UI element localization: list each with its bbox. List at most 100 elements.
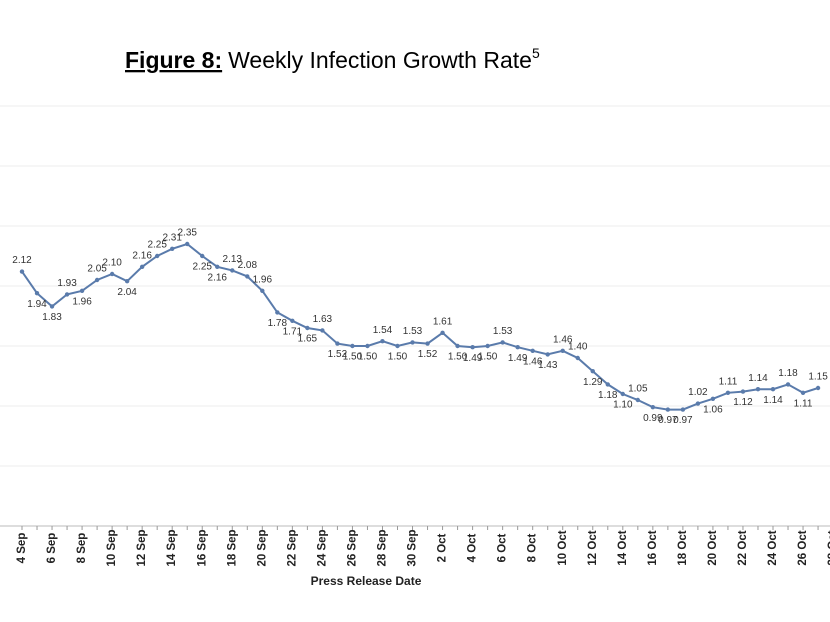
point [470, 345, 475, 350]
data-label: 1.43 [538, 360, 558, 371]
data-label: 1.52 [328, 349, 348, 360]
x-tick-label: 8 Sep [76, 533, 88, 564]
data-label: 1.71 [283, 326, 303, 337]
data-label: 1.50 [343, 352, 363, 363]
data-label: 1.18 [778, 368, 798, 379]
data-label: 1.53 [493, 326, 513, 337]
point [275, 310, 280, 315]
x-tick-label: 24 Sep [316, 529, 328, 566]
data-label: 1.53 [403, 326, 423, 337]
point [575, 355, 580, 361]
data-label: 2.25 [193, 262, 213, 273]
point [170, 246, 175, 251]
data-label: 1.11 [794, 398, 813, 409]
data-label: 1.29 [583, 377, 603, 388]
point [245, 274, 250, 279]
point [109, 271, 115, 277]
data-label: 1.46 [553, 334, 573, 345]
data-label: 1.18 [598, 390, 618, 401]
x-tick-label: 20 Oct [707, 530, 719, 565]
data-label: 0.97 [673, 415, 693, 426]
point [154, 253, 160, 259]
point [320, 328, 325, 333]
data-label: 2.35 [177, 228, 197, 239]
point [710, 396, 716, 401]
point [425, 341, 430, 346]
point [650, 405, 656, 410]
data-label: 1.50 [448, 352, 468, 363]
data-label: 2.25 [147, 240, 167, 251]
x-tick-label: 22 Sep [286, 529, 298, 566]
data-label: 1.96 [253, 274, 273, 285]
point [350, 343, 355, 349]
data-label: 1.63 [313, 314, 333, 325]
title-footnote: 5 [532, 45, 540, 61]
data-label: 1.52 [418, 349, 438, 360]
x-tick-label: 10 Sep [106, 529, 118, 566]
x-tick-label: 6 Oct [497, 533, 509, 562]
point [545, 352, 550, 357]
x-tick-label: 26 Sep [346, 529, 358, 566]
data-label: 1.65 [298, 334, 318, 345]
point [755, 387, 761, 392]
data-label: 2.08 [238, 260, 258, 271]
point [440, 330, 445, 335]
data-label: 1.83 [42, 312, 62, 323]
point [635, 397, 641, 403]
x-tick-label: 20 Sep [256, 529, 268, 566]
title-text: Weekly Infection Growth Rate [228, 47, 532, 73]
point [800, 390, 806, 395]
point [485, 343, 490, 349]
data-label: 1.49 [508, 353, 528, 364]
data-label: 2.13 [223, 254, 243, 265]
point [139, 264, 145, 269]
point [665, 407, 671, 412]
x-tick-label: 28 Oct [827, 530, 830, 565]
x-tick-label: 2 Oct [437, 533, 449, 562]
point [19, 269, 25, 274]
x-tick-label: 6 Sep [46, 533, 58, 564]
point [185, 241, 190, 247]
point [620, 391, 625, 397]
data-label: 1.61 [433, 316, 453, 327]
data-label: 1.50 [478, 352, 498, 363]
x-tick-label: 12 Oct [587, 530, 599, 565]
data-label: 2.31 [162, 232, 182, 243]
point [770, 387, 776, 392]
point [335, 341, 340, 346]
data-label: 1.14 [748, 373, 768, 384]
point [410, 340, 415, 345]
x-tick-label: 12 Sep [136, 529, 148, 566]
point [500, 340, 505, 345]
x-tick-label: 18 Sep [226, 529, 238, 566]
point [79, 288, 85, 293]
data-label: 1.78 [268, 318, 288, 329]
point [215, 264, 220, 269]
data-label: 1.94 [27, 299, 47, 310]
x-tick-label: 14 Oct [617, 530, 629, 565]
point [260, 288, 265, 293]
data-label: 2.10 [102, 258, 122, 269]
point [365, 343, 370, 349]
data-label: 1.02 [688, 387, 708, 398]
x-tick-label: 18 Oct [677, 530, 689, 565]
point [64, 292, 70, 297]
point [605, 382, 610, 387]
x-tick-label: 4 Oct [467, 533, 479, 562]
x-tick-label: 22 Oct [737, 530, 749, 565]
data-label: 1.12 [733, 397, 753, 408]
point [560, 348, 565, 353]
x-tick-label: 4 Sep [16, 533, 28, 564]
point [290, 318, 295, 323]
data-label: 1.05 [628, 384, 648, 395]
data-label: 0.97 [658, 415, 678, 426]
point [124, 279, 130, 284]
point [740, 389, 746, 394]
x-tick-label: 16 Sep [196, 529, 208, 566]
x-tick-label: 26 Oct [797, 530, 809, 565]
data-label: 1.46 [523, 356, 543, 367]
data-label: 1.50 [358, 352, 378, 363]
point [695, 401, 701, 406]
data-label: 1.50 [388, 352, 408, 363]
data-label: 1.14 [763, 395, 783, 406]
